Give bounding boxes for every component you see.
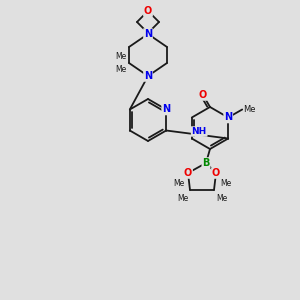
Text: Me: Me: [216, 194, 227, 203]
Text: Me: Me: [177, 194, 188, 203]
Text: Me: Me: [173, 179, 184, 188]
Text: N: N: [144, 29, 152, 39]
Text: O: O: [212, 168, 220, 178]
Text: B: B: [202, 158, 210, 168]
Text: Me: Me: [115, 65, 126, 74]
Text: N: N: [224, 112, 232, 122]
Text: N: N: [144, 71, 152, 81]
Text: O: O: [184, 168, 192, 178]
Text: O: O: [199, 90, 207, 100]
Text: Me: Me: [220, 179, 231, 188]
Text: Me: Me: [115, 52, 126, 61]
Text: NH: NH: [192, 127, 207, 136]
Text: Me: Me: [243, 105, 256, 114]
Text: O: O: [144, 6, 152, 16]
Text: N: N: [162, 104, 170, 115]
